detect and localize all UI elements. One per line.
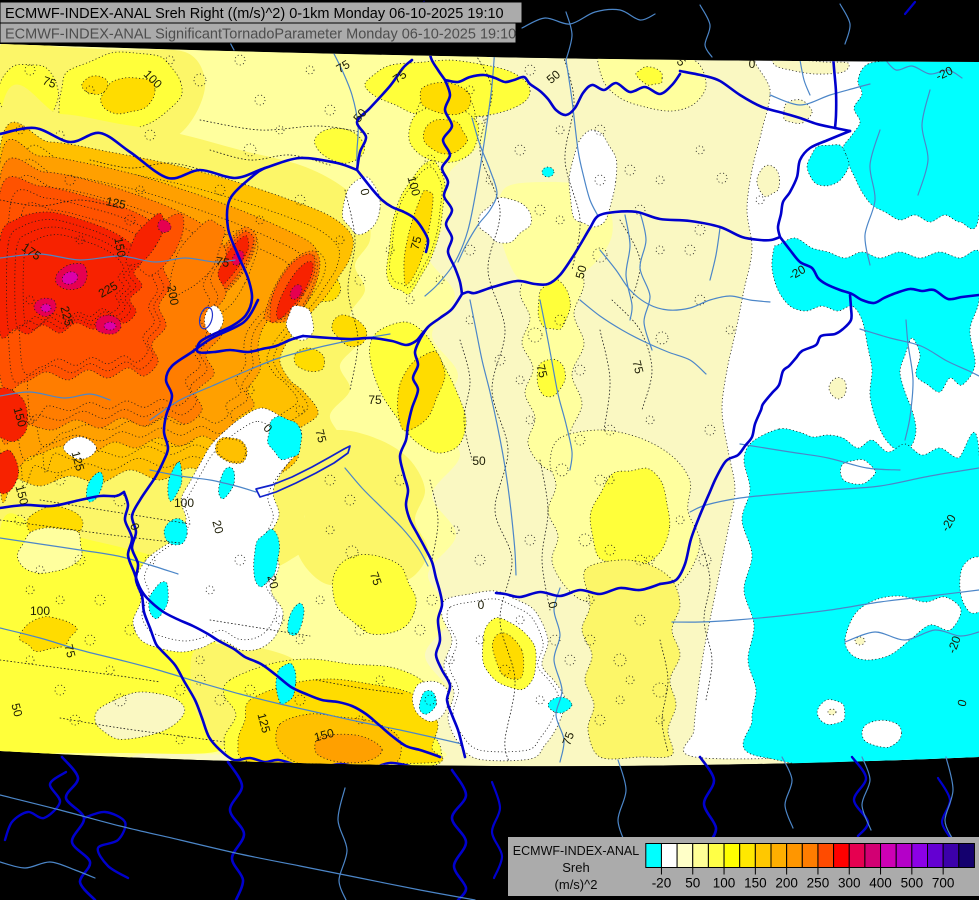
svg-text:-20: -20 [945, 634, 964, 655]
svg-text:125: 125 [255, 711, 274, 734]
svg-text:150: 150 [312, 726, 335, 745]
svg-text:700: 700 [932, 876, 955, 891]
svg-text:125: 125 [69, 449, 88, 472]
svg-text:75: 75 [312, 428, 329, 445]
svg-text:Sreh: Sreh [562, 860, 589, 875]
svg-text:150: 150 [13, 483, 32, 506]
svg-text:500: 500 [901, 876, 924, 891]
svg-text:75: 75 [629, 359, 646, 376]
svg-text:125: 125 [105, 194, 128, 212]
svg-text:75: 75 [334, 57, 353, 76]
svg-text:0: 0 [749, 57, 756, 71]
svg-text:(m/s)^2: (m/s)^2 [555, 877, 598, 892]
svg-text:0: 0 [545, 600, 560, 610]
svg-text:0: 0 [357, 187, 372, 197]
svg-text:0: 0 [127, 521, 143, 532]
svg-text:100: 100 [30, 604, 50, 618]
svg-text:200: 200 [775, 876, 798, 891]
svg-text:ECMWF-INDEX-ANAL Sreh Right ((: ECMWF-INDEX-ANAL Sreh Right ((m/s)^2) 0-… [5, 6, 504, 22]
svg-text:-20: -20 [652, 876, 672, 891]
svg-text:75: 75 [41, 73, 59, 91]
svg-text:75: 75 [61, 643, 78, 660]
svg-text:20: 20 [209, 519, 226, 536]
svg-text:200: 200 [164, 284, 181, 306]
svg-text:-20: -20 [933, 63, 955, 83]
svg-text:75: 75 [367, 570, 385, 588]
svg-text:20: 20 [264, 574, 281, 591]
svg-text:50: 50 [685, 876, 700, 891]
svg-text:150: 150 [11, 405, 30, 428]
svg-text:150: 150 [744, 876, 767, 891]
svg-text:0: 0 [478, 598, 485, 612]
svg-text:75: 75 [215, 254, 231, 270]
svg-text:100: 100 [713, 876, 736, 891]
svg-text:250: 250 [807, 876, 830, 891]
svg-text:75: 75 [533, 363, 550, 380]
svg-text:0: 0 [955, 698, 970, 708]
svg-text:225: 225 [58, 304, 77, 327]
svg-text:100: 100 [405, 174, 424, 197]
svg-text:ECMWF-INDEX-ANAL SignificantTo: ECMWF-INDEX-ANAL SignificantTornadoParam… [5, 27, 516, 43]
svg-text:50: 50 [573, 263, 590, 280]
svg-text:50: 50 [8, 702, 25, 719]
svg-text:300: 300 [838, 876, 861, 891]
svg-text:75: 75 [559, 730, 577, 748]
svg-text:400: 400 [869, 876, 892, 891]
svg-text:ECMWF-INDEX-ANAL: ECMWF-INDEX-ANAL [513, 844, 639, 858]
svg-text:75: 75 [368, 393, 382, 407]
svg-text:100: 100 [174, 496, 194, 510]
svg-text:50: 50 [472, 454, 486, 468]
svg-text:150: 150 [111, 236, 128, 258]
svg-text:75: 75 [408, 234, 425, 251]
